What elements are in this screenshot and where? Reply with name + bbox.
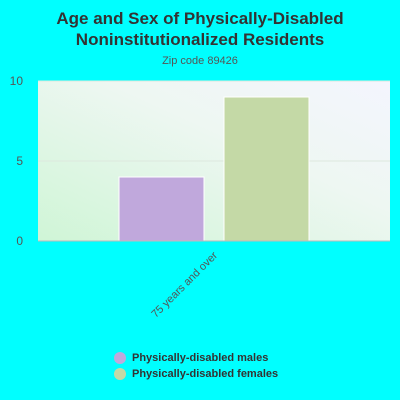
chart-subtitle: Zip code 89426 <box>162 55 238 67</box>
chart-title: Age and Sex of Physically-Disabled Nonin… <box>56 9 344 49</box>
legend-label-females: Physically-disabled females <box>132 368 279 380</box>
bar-females <box>223 96 310 242</box>
y-tick-label: 10 <box>10 74 24 88</box>
y-tick-label: 5 <box>16 154 23 168</box>
legend-item-females: Physically-disabled females <box>114 366 278 382</box>
legend-swatch-females <box>114 368 126 380</box>
legend-label-males: Physically-disabled males <box>132 352 269 364</box>
bar-males <box>118 176 205 242</box>
legend-swatch-males <box>114 352 126 364</box>
y-tick-label: 0 <box>16 234 23 248</box>
x-tick-label: 75 years and over <box>149 249 220 320</box>
legend-item-males: Physically-disabled males <box>114 350 278 366</box>
legend: Physically-disabled males Physically-dis… <box>114 350 278 382</box>
